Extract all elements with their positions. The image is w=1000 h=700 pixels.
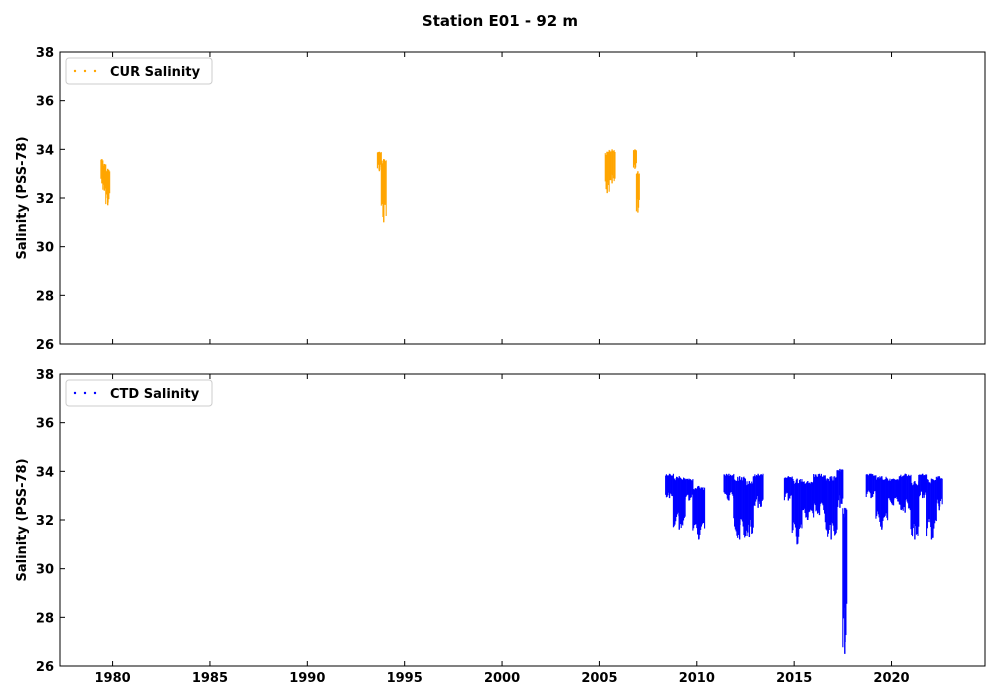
cur-series	[100, 149, 640, 223]
x-tick-label: 2010	[679, 671, 715, 686]
x-tick-label: 2000	[484, 671, 520, 686]
cur-legend-marker	[93, 69, 97, 73]
cur-y-tick-label: 32	[36, 192, 54, 207]
cur-legend-marker	[83, 69, 87, 73]
ctd-y-tick-label: 32	[36, 514, 54, 529]
cur-axes-frame	[59, 51, 986, 345]
cur-y-tick-label: 36	[36, 95, 54, 110]
cur-y-tick-label: 34	[36, 143, 54, 158]
ctd-legend-label: CTD Salinity	[110, 387, 200, 402]
x-tick-label: 2020	[873, 671, 909, 686]
cur-y-tick-label: 38	[36, 46, 54, 61]
ctd-y-tick-label: 34	[36, 465, 54, 480]
cur-y-axis-label: Salinity (PSS-78)	[15, 136, 30, 259]
x-tick-label: 1995	[387, 671, 423, 686]
cur-y-tick-label: 28	[36, 289, 54, 304]
cur-legend-box	[65, 57, 213, 85]
ctd-y-tick-label: 38	[36, 368, 54, 383]
chart-title: Station E01 - 92 m	[422, 12, 578, 30]
chart-panels: 26 28 30 32 34 36 38 Salinity (PSS-78) CUR Salin…	[15, 46, 986, 686]
x-tick-label: 1985	[192, 671, 228, 686]
x-tick-label: 1980	[94, 671, 130, 686]
x-tick-label: 1990	[289, 671, 325, 686]
cur-y-tick-label: 26	[36, 338, 54, 353]
x-tick-label: 2005	[581, 671, 617, 686]
panel-cur: 26 28 30 32 34 36 38 Salinity (PSS-78) CUR Salin…	[15, 46, 986, 353]
ctd-legend-marker	[83, 391, 87, 395]
cur-legend-label: CUR Salinity	[110, 65, 201, 80]
cur-y-tick-label: 30	[36, 241, 54, 256]
ctd-legend-marker	[73, 391, 77, 395]
cur-legend: CUR Salinity	[65, 57, 213, 85]
panel-ctd: 26 28 30 32 34 36 38 1980 1985 1990 1995 2000 2005 20…	[15, 368, 986, 686]
ctd-y-tick-label: 36	[36, 417, 54, 432]
ctd-legend-box	[65, 379, 213, 407]
ctd-legend: CTD Salinity	[65, 379, 213, 407]
ctd-y-tick-label: 26	[36, 660, 54, 675]
x-tick-label: 2015	[776, 671, 812, 686]
ctd-legend-marker	[93, 391, 97, 395]
ctd-series	[665, 468, 943, 654]
ctd-y-tick-label: 30	[36, 563, 54, 578]
ctd-y-axis-label: Salinity (PSS-78)	[15, 458, 30, 581]
ctd-y-tick-label: 28	[36, 611, 54, 626]
cur-legend-marker	[73, 69, 77, 73]
